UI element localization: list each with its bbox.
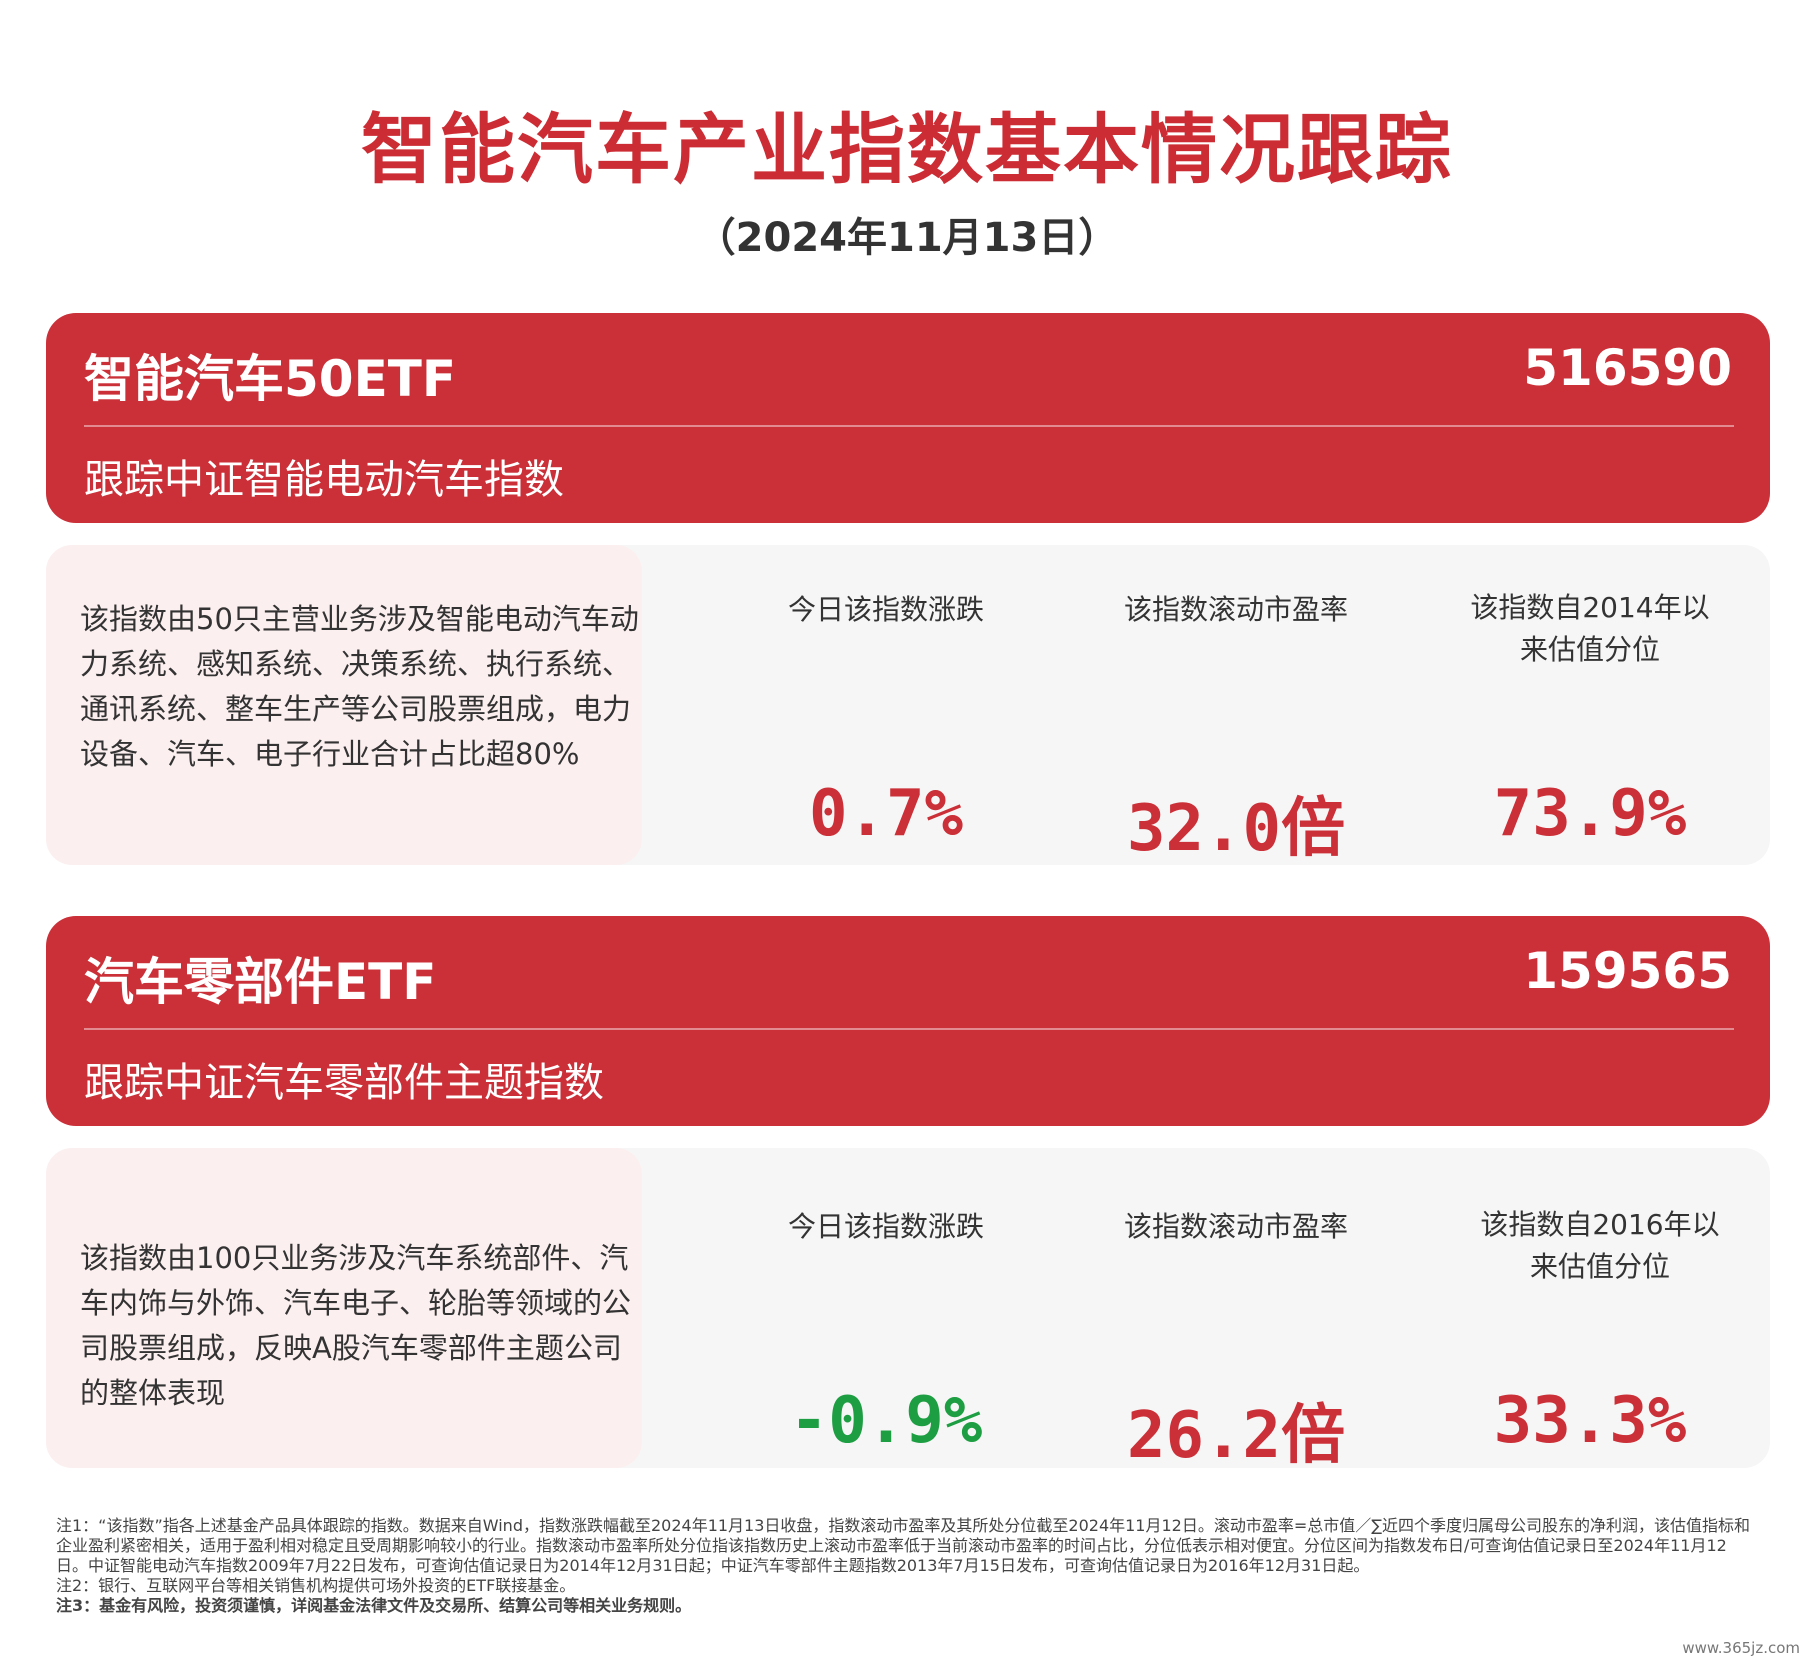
metric-rolling-pe: 该指数滚动市盈率 26.2倍 xyxy=(1056,1206,1416,1468)
index-description-box: 该指数由50只主营业务涉及智能电动汽车动力系统、感知系统、决策系统、执行系统、通… xyxy=(46,545,642,865)
metric-label: 该指数自2014年以来估值分位 xyxy=(1470,591,1710,666)
metric-label: 今日该指数涨跌 xyxy=(787,1210,984,1243)
metric-value: 0.7% xyxy=(808,777,964,851)
metric-daily-change: 今日该指数涨跌 -0.9% xyxy=(706,1206,1066,1458)
fund-metrics-panel-auto-parts-etf: 该指数由100只业务涉及汽车系统部件、汽车内饰与外饰、汽车电子、轮胎等领域的公司… xyxy=(46,1148,1770,1468)
metric-value: 33.3% xyxy=(1493,1384,1687,1458)
metric-value: 73.9% xyxy=(1493,777,1687,851)
fund-tracking-index: 跟踪中证汽车零部件主题指数 xyxy=(84,1060,604,1106)
metric-value: -0.9% xyxy=(789,1384,983,1458)
footnote-3: 注3：基金有风险，投资须谨慎，详阅基金法律文件及交易所、结算公司等相关业务规则。 xyxy=(56,1596,692,1615)
header-divider xyxy=(84,425,1734,427)
fund-header-smart-car-50etf: 智能汽车50ETF 516590 跟踪中证智能电动汽车指数 xyxy=(46,313,1770,523)
fund-header-auto-parts-etf: 汽车零部件ETF 159565 跟踪中证汽车零部件主题指数 xyxy=(46,916,1770,1126)
metric-value: 32.0倍 xyxy=(1126,792,1346,865)
header-divider xyxy=(84,1028,1734,1030)
metric-label: 该指数滚动市盈率 xyxy=(1123,593,1348,626)
page-title: 智能汽车产业指数基本情况跟踪 xyxy=(361,105,1453,194)
metric-valuation-percentile: 该指数自2014年以来估值分位 73.9% xyxy=(1470,587,1710,851)
fund-code: 159565 xyxy=(1523,942,1732,1000)
metric-value: 26.2倍 xyxy=(1126,1399,1346,1468)
footnotes: 注1：“该指数”指各上述基金产品具体跟踪的指数。数据来自Wind，指数涨跌幅截至… xyxy=(56,1516,1758,1616)
watermark: www.365jz.com xyxy=(1682,1639,1800,1657)
metric-valuation-percentile: 该指数自2016年以来估值分位 33.3% xyxy=(1480,1204,1720,1458)
report-date: （2024年11月13日） xyxy=(695,215,1119,261)
metric-label: 该指数滚动市盈率 xyxy=(1123,1210,1348,1243)
index-description: 该指数由50只主营业务涉及智能电动汽车动力系统、感知系统、决策系统、执行系统、通… xyxy=(80,602,639,771)
fund-name: 汽车零部件ETF xyxy=(84,953,437,1011)
metric-label: 该指数自2016年以来估值分位 xyxy=(1480,1208,1720,1283)
index-description-box: 该指数由100只业务涉及汽车系统部件、汽车内饰与外饰、汽车电子、轮胎等领域的公司… xyxy=(46,1148,642,1468)
fund-tracking-index: 跟踪中证智能电动汽车指数 xyxy=(84,457,564,503)
fund-name: 智能汽车50ETF xyxy=(84,350,456,408)
fund-metrics-panel-smart-car-50etf: 该指数由50只主营业务涉及智能电动汽车动力系统、感知系统、决策系统、执行系统、通… xyxy=(46,545,1770,865)
metric-label: 今日该指数涨跌 xyxy=(787,593,984,626)
metric-daily-change: 今日该指数涨跌 0.7% xyxy=(706,589,1066,851)
footnote-2: 注2：银行、互联网平台等相关销售机构提供可场外投资的ETF联接基金。 xyxy=(56,1576,576,1595)
metric-rolling-pe: 该指数滚动市盈率 32.0倍 xyxy=(1056,589,1416,865)
footnote-1: 注1：“该指数”指各上述基金产品具体跟踪的指数。数据来自Wind，指数涨跌幅截至… xyxy=(56,1516,1751,1575)
fund-code: 516590 xyxy=(1523,339,1732,397)
index-description: 该指数由100只业务涉及汽车系统部件、汽车内饰与外饰、汽车电子、轮胎等领域的公司… xyxy=(80,1241,632,1410)
